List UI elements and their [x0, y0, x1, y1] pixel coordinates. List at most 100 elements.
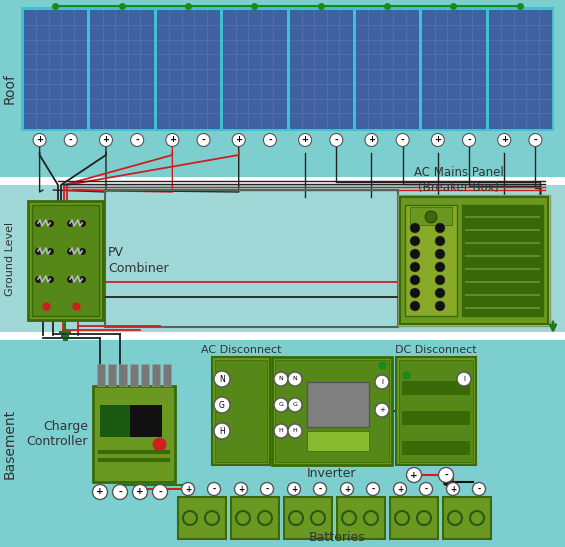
- Text: +: +: [368, 136, 375, 144]
- Circle shape: [438, 468, 454, 482]
- Bar: [24, 10, 86, 128]
- Text: +: +: [410, 470, 418, 480]
- Text: -: -: [69, 136, 72, 144]
- Bar: [32, 205, 99, 316]
- Circle shape: [99, 133, 112, 147]
- Text: +: +: [291, 485, 297, 493]
- Text: -: -: [268, 136, 272, 144]
- Text: Basement: Basement: [3, 409, 17, 479]
- Text: +: +: [450, 485, 456, 493]
- Text: -: -: [533, 136, 537, 144]
- Circle shape: [274, 424, 288, 438]
- Text: -: -: [444, 470, 448, 480]
- Text: +: +: [302, 136, 308, 144]
- Bar: [390, 497, 438, 539]
- Bar: [337, 497, 385, 539]
- Circle shape: [435, 249, 445, 259]
- Bar: [93, 386, 175, 482]
- Bar: [400, 197, 548, 324]
- Circle shape: [181, 482, 194, 496]
- Circle shape: [375, 403, 389, 417]
- Circle shape: [431, 133, 444, 147]
- Bar: [154, 7, 222, 131]
- Circle shape: [112, 485, 128, 499]
- Text: -: -: [202, 136, 205, 144]
- Circle shape: [463, 133, 476, 147]
- Text: +: +: [344, 485, 350, 493]
- Bar: [402, 441, 470, 455]
- Circle shape: [214, 371, 230, 387]
- Bar: [410, 207, 452, 225]
- Circle shape: [435, 275, 445, 285]
- Text: +: +: [501, 136, 508, 144]
- Circle shape: [410, 262, 420, 272]
- Bar: [443, 497, 491, 539]
- Bar: [489, 10, 551, 128]
- Text: -: -: [334, 136, 338, 144]
- Circle shape: [274, 398, 288, 412]
- Bar: [220, 7, 289, 131]
- Text: Charge
Controller: Charge Controller: [27, 420, 88, 448]
- Circle shape: [33, 133, 46, 147]
- Bar: [100, 405, 162, 437]
- Text: -: -: [371, 485, 375, 493]
- Text: H: H: [279, 428, 284, 434]
- Bar: [398, 195, 550, 326]
- Circle shape: [457, 372, 471, 386]
- Text: N: N: [279, 376, 284, 381]
- Bar: [307, 382, 369, 427]
- Bar: [223, 10, 285, 128]
- Bar: [0, 0, 565, 177]
- Bar: [275, 360, 389, 462]
- Circle shape: [529, 133, 542, 147]
- Text: +: +: [397, 485, 403, 493]
- Text: -: -: [477, 485, 481, 493]
- Text: +: +: [96, 487, 104, 497]
- Text: -: -: [158, 487, 162, 497]
- Text: -: -: [136, 136, 139, 144]
- Circle shape: [435, 223, 445, 233]
- Bar: [399, 360, 473, 462]
- Text: Roof: Roof: [3, 73, 17, 104]
- Text: G: G: [293, 403, 297, 408]
- Bar: [356, 10, 418, 128]
- Bar: [422, 10, 485, 128]
- Circle shape: [419, 482, 432, 496]
- Bar: [100, 405, 130, 437]
- Text: AC Mains Panel
(Breaker Box): AC Mains Panel (Breaker Box): [414, 166, 504, 194]
- Text: -: -: [467, 136, 471, 144]
- Circle shape: [260, 482, 273, 496]
- Text: H: H: [219, 427, 225, 435]
- Bar: [152, 364, 160, 386]
- Circle shape: [133, 485, 147, 499]
- Circle shape: [314, 482, 327, 496]
- Circle shape: [435, 288, 445, 298]
- Bar: [396, 357, 476, 465]
- Bar: [0, 340, 565, 547]
- Circle shape: [288, 372, 302, 386]
- Text: G: G: [279, 403, 284, 408]
- Circle shape: [166, 133, 179, 147]
- Text: Ground Level: Ground Level: [5, 222, 15, 295]
- Bar: [405, 205, 457, 316]
- Text: N: N: [293, 376, 297, 381]
- Circle shape: [410, 275, 420, 285]
- Circle shape: [396, 133, 409, 147]
- Text: PV
Combiner: PV Combiner: [108, 247, 168, 275]
- Circle shape: [435, 301, 445, 311]
- Circle shape: [298, 133, 311, 147]
- Bar: [289, 10, 352, 128]
- Circle shape: [263, 133, 276, 147]
- Text: Inverter: Inverter: [307, 467, 357, 480]
- Bar: [215, 360, 267, 462]
- Bar: [178, 497, 226, 539]
- Bar: [231, 497, 279, 539]
- Text: +: +: [36, 136, 43, 144]
- Circle shape: [330, 133, 343, 147]
- Bar: [157, 10, 219, 128]
- Text: -: -: [424, 485, 428, 493]
- Text: DC Disconnect: DC Disconnect: [395, 345, 477, 355]
- Circle shape: [93, 485, 107, 499]
- Text: -: -: [118, 487, 122, 497]
- Circle shape: [446, 482, 459, 496]
